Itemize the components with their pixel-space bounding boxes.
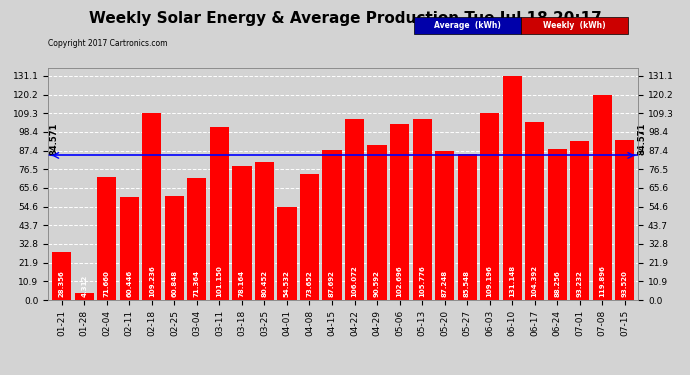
Text: 84.571: 84.571 (637, 122, 646, 154)
Bar (210, 127, 229, 300)
Text: 109.196: 109.196 (486, 266, 493, 297)
Bar (502, 76, 522, 300)
Bar (413, 119, 432, 300)
Text: 78.164: 78.164 (239, 270, 245, 297)
Text: 73.652: 73.652 (306, 271, 313, 297)
Text: 71.660: 71.660 (104, 270, 110, 297)
Text: 28.356: 28.356 (59, 271, 65, 297)
Bar (255, 162, 274, 300)
Bar (390, 124, 409, 300)
Text: 101.150: 101.150 (217, 266, 222, 297)
Text: Weekly Solar Energy & Average Production Tue Jul 18 20:17: Weekly Solar Energy & Average Production… (88, 11, 602, 26)
Text: 87.692: 87.692 (329, 270, 335, 297)
Text: 84.571: 84.571 (50, 122, 59, 154)
Bar (233, 166, 252, 300)
Bar (165, 196, 184, 300)
Text: 60.446: 60.446 (126, 270, 132, 297)
Text: 106.072: 106.072 (351, 266, 357, 297)
Bar (188, 178, 206, 300)
Text: 102.696: 102.696 (397, 266, 402, 297)
Bar (480, 113, 499, 300)
Text: Weekly  (kWh): Weekly (kWh) (544, 21, 606, 30)
Bar (525, 122, 544, 300)
Text: Copyright 2017 Cartronics.com: Copyright 2017 Cartronics.com (48, 39, 168, 48)
Bar (435, 151, 454, 300)
Text: 93.232: 93.232 (577, 270, 583, 297)
Text: Average  (kWh): Average (kWh) (435, 21, 501, 30)
Text: 54.532: 54.532 (284, 270, 290, 297)
Bar (142, 113, 161, 300)
Bar (52, 252, 71, 300)
Bar (457, 154, 477, 300)
Text: 109.236: 109.236 (149, 266, 155, 297)
Bar (300, 174, 319, 300)
Bar (368, 145, 386, 300)
Bar (593, 95, 612, 300)
Text: 90.592: 90.592 (374, 270, 380, 297)
Bar (548, 149, 566, 300)
Text: 131.148: 131.148 (509, 265, 515, 297)
Text: 88.256: 88.256 (554, 271, 560, 297)
Bar (120, 196, 139, 300)
Text: 93.520: 93.520 (622, 270, 628, 297)
Text: 60.848: 60.848 (171, 270, 177, 297)
Text: 87.248: 87.248 (442, 270, 448, 297)
Text: 80.452: 80.452 (262, 270, 268, 297)
Bar (570, 141, 589, 300)
Bar (615, 140, 634, 300)
Text: 104.392: 104.392 (532, 266, 538, 297)
Bar (75, 292, 94, 300)
Bar (97, 177, 117, 300)
Bar (322, 150, 342, 300)
Text: 71.364: 71.364 (194, 270, 200, 297)
Text: 119.896: 119.896 (599, 266, 605, 297)
Bar (345, 118, 364, 300)
Text: 85.548: 85.548 (464, 270, 470, 297)
Text: 105.776: 105.776 (419, 266, 425, 297)
Text: 4.312: 4.312 (81, 275, 88, 297)
Bar (277, 207, 297, 300)
